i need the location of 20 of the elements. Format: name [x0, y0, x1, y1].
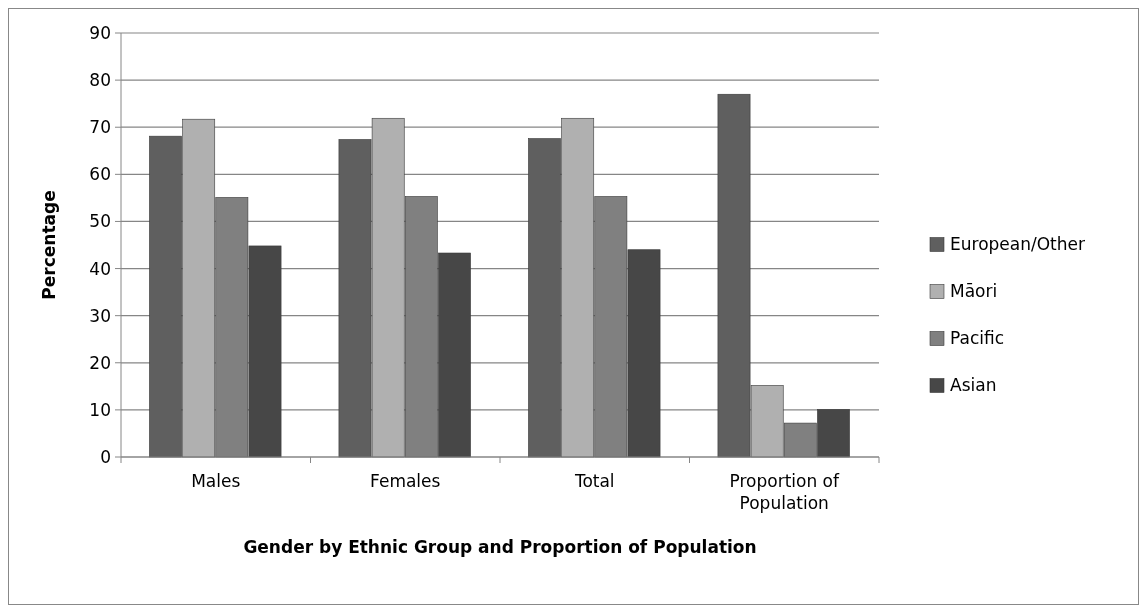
y-tick-label: 20 [89, 352, 111, 373]
legend-label: Pacific [950, 328, 1005, 349]
x-tick-label: Proportion of Population [729, 471, 841, 513]
y-tick-label: 60 [89, 164, 111, 185]
y-tick-label: 50 [89, 211, 111, 232]
y-tick-label: 80 [89, 70, 111, 91]
y-tick-label: 30 [89, 305, 111, 326]
y-axis-title: Percentage [39, 190, 59, 300]
legend-label: Asian [950, 375, 997, 396]
legend-label: Māori [950, 281, 998, 302]
y-tick-label: 10 [89, 399, 111, 420]
x-tick-label: Total [573, 471, 615, 491]
y-tick-label: 0 [100, 446, 111, 467]
x-tick-label: Females [370, 471, 441, 491]
y-tick-label: 90 [89, 22, 111, 43]
y-tick-label: 40 [89, 258, 111, 279]
legend-label: European/Other [950, 234, 1085, 255]
x-axis-title: Gender by Ethnic Group and Proportion of Population [243, 537, 757, 557]
x-tick-label: Males [191, 471, 241, 491]
y-tick-label: 70 [89, 117, 111, 138]
